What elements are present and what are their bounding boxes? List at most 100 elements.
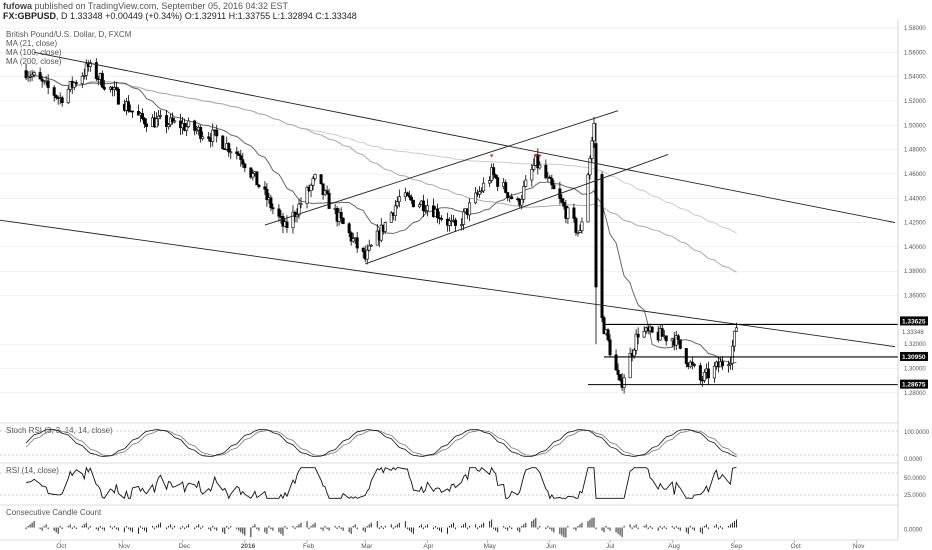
candle-body bbox=[574, 218, 578, 233]
candle-body bbox=[157, 115, 161, 120]
candle-body bbox=[448, 220, 452, 226]
candle-body bbox=[492, 167, 496, 176]
y-tick-label: 1.48000 bbox=[904, 148, 926, 154]
candle-body bbox=[237, 153, 241, 156]
candle-body bbox=[321, 183, 325, 195]
candle-body bbox=[155, 118, 159, 128]
candle-body bbox=[277, 208, 281, 217]
candle-body bbox=[84, 63, 88, 76]
candle-body bbox=[616, 369, 620, 375]
candle-body bbox=[72, 82, 76, 88]
open-label: O: bbox=[184, 11, 195, 21]
candle-body bbox=[622, 377, 626, 388]
time-axis[interactable]: Oct Nov Dec 2016 Feb Mar Apr May Jun Jul Aug Sep Oct… bbox=[0, 539, 898, 550]
candle-body bbox=[590, 140, 594, 159]
candle-body bbox=[474, 192, 478, 204]
candle-body bbox=[674, 335, 678, 346]
author-name[interactable]: fufowa bbox=[3, 1, 32, 11]
candle-body bbox=[28, 76, 32, 78]
y-tick-label: 1.50000 bbox=[904, 123, 926, 129]
candle-body bbox=[389, 212, 393, 223]
candle-body bbox=[255, 171, 259, 186]
indicator-panels: Stoch RSI (3, 3, 14, 14, close)RSI (14, … bbox=[0, 422, 930, 538]
candle-body bbox=[462, 211, 466, 225]
candle-body bbox=[249, 167, 253, 178]
candle-body bbox=[319, 174, 323, 185]
low-label: L: bbox=[272, 11, 281, 21]
candle-body bbox=[602, 317, 606, 335]
candle-body bbox=[421, 200, 425, 212]
x-tick-label: Sep bbox=[730, 543, 742, 550]
candle-body bbox=[522, 186, 526, 200]
candle-body bbox=[379, 224, 383, 241]
candle-body bbox=[698, 365, 702, 381]
price-tag-label: 1.28675 bbox=[902, 382, 926, 389]
candle-body bbox=[439, 218, 443, 220]
legend-ma-200: MA (200, close) bbox=[6, 57, 62, 66]
candle-body bbox=[726, 364, 730, 367]
candle-body bbox=[38, 72, 42, 80]
candle-body bbox=[642, 331, 646, 338]
candle-body bbox=[594, 143, 598, 288]
candle-body bbox=[706, 368, 710, 379]
price-tag-bg bbox=[900, 351, 928, 361]
x-tick-label: Feb bbox=[303, 543, 315, 550]
candle-body bbox=[159, 115, 163, 117]
candle-body bbox=[32, 72, 36, 76]
candle-body bbox=[397, 196, 401, 202]
candle-body bbox=[263, 186, 267, 190]
trendline bbox=[365, 154, 669, 265]
fractal-marker bbox=[533, 154, 538, 158]
y-tick-label: 1.56000 bbox=[904, 50, 926, 56]
candle-body bbox=[393, 205, 397, 216]
candle-body bbox=[229, 151, 233, 154]
candle-body bbox=[586, 174, 590, 223]
candle-body bbox=[100, 73, 104, 88]
panel-tick-label: 0.0000 bbox=[904, 528, 923, 534]
candle-body bbox=[572, 207, 576, 219]
candle-body bbox=[66, 89, 70, 104]
x-tick-label: Dec bbox=[179, 543, 191, 550]
trendline-drawings[interactable] bbox=[0, 51, 898, 386]
y-tick-label: 1.36000 bbox=[904, 294, 926, 300]
y-tick-label: 1.44000 bbox=[904, 196, 926, 202]
candle-body bbox=[60, 97, 64, 104]
price-axis[interactable]: 1.58000 1.56000 1.54000 1.52000 1.50000 1.480… bbox=[897, 20, 928, 540]
x-tick-label: 2016 bbox=[241, 543, 256, 550]
candle-body bbox=[241, 159, 245, 165]
symbol[interactable]: FX:GBPUSD bbox=[3, 11, 57, 21]
candle-body bbox=[614, 354, 618, 371]
candle-body bbox=[102, 86, 106, 90]
candle-body bbox=[576, 232, 580, 234]
candle-body bbox=[361, 247, 365, 252]
candle-body bbox=[265, 189, 269, 201]
fractal-markers bbox=[489, 154, 542, 158]
price-tag-bg bbox=[900, 316, 928, 326]
candle-body bbox=[46, 80, 50, 88]
candle-body bbox=[544, 164, 548, 179]
y-tick-label: 1.52000 bbox=[904, 99, 926, 105]
chart-grid bbox=[0, 27, 898, 394]
candle-body bbox=[365, 249, 369, 260]
x-tick-label: Jul bbox=[606, 543, 615, 550]
symbol-line: FX:GBPUSD, D 1.33348 +0.00449 (+0.34%) O… bbox=[3, 11, 357, 21]
candle-body bbox=[383, 222, 387, 232]
candle-body bbox=[243, 163, 247, 169]
high-label: H: bbox=[228, 11, 238, 21]
chart-labels: British Pound/U.S. Dollar, D, FXCM MA (2… bbox=[6, 30, 132, 66]
candle-body bbox=[195, 129, 199, 132]
candle-body bbox=[606, 329, 610, 341]
candle-body bbox=[327, 192, 331, 209]
candle-body bbox=[468, 202, 472, 216]
candle-body bbox=[297, 203, 301, 216]
candle-body bbox=[480, 190, 484, 193]
candle-body bbox=[460, 224, 464, 226]
candle-body bbox=[74, 82, 78, 84]
candle-body bbox=[114, 87, 118, 90]
candle-body bbox=[369, 244, 373, 247]
candle-body bbox=[40, 78, 44, 82]
x-tick-label: May bbox=[484, 543, 497, 550]
candle-body bbox=[478, 191, 482, 195]
x-tick-label: Nov bbox=[118, 543, 130, 550]
